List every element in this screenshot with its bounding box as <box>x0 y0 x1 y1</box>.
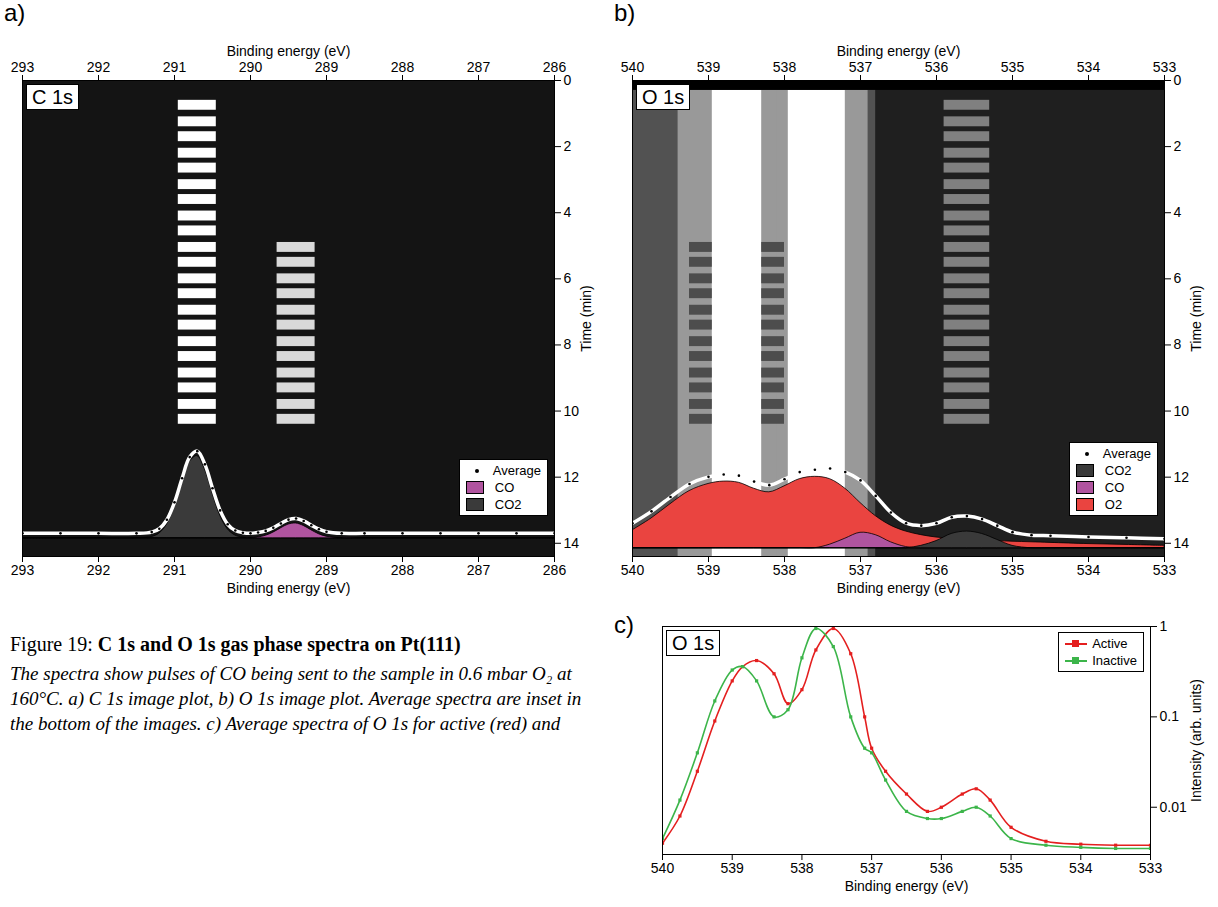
svg-text:536: 536 <box>925 562 949 578</box>
svg-text:Binding energy (eV): Binding energy (eV) <box>837 580 961 596</box>
html-text:CO: CO <box>1104 480 1125 495</box>
svg-text:533: 533 <box>1139 860 1163 876</box>
html-text:Average: Average <box>1102 446 1151 461</box>
svg-text:293: 293 <box>11 562 35 578</box>
svg-text:0: 0 <box>564 72 572 88</box>
html-text:CO: CO <box>494 480 515 495</box>
svg-text:535: 535 <box>1001 562 1025 578</box>
html-text:Active: Active <box>1092 636 1128 651</box>
svg-text:291: 291 <box>163 59 187 75</box>
html-text:CO2: CO2 <box>1104 463 1132 478</box>
svg-text:537: 537 <box>849 59 873 75</box>
svg-text:12: 12 <box>1174 469 1190 485</box>
svg-text:0: 0 <box>1174 72 1182 88</box>
svg-text:Time (min): Time (min) <box>578 285 594 351</box>
svg-text:Binding energy (eV): Binding energy (eV) <box>227 43 351 59</box>
svg-text:Time (min): Time (min) <box>1188 285 1204 351</box>
html-text:O 1s: O 1s <box>672 632 715 654</box>
html-text:The spectra show pulses of CO: The spectra show pulses of CO being sent… <box>10 663 582 734</box>
svg-text:287: 287 <box>467 562 491 578</box>
svg-text:0.01: 0.01 <box>1160 799 1187 815</box>
svg-text:6: 6 <box>564 270 572 286</box>
svg-text:1: 1 <box>1160 618 1168 634</box>
svg-text:538: 538 <box>773 562 797 578</box>
svg-text:539: 539 <box>697 562 721 578</box>
svg-text:537: 537 <box>849 562 873 578</box>
svg-text:538: 538 <box>773 59 797 75</box>
svg-text:292: 292 <box>87 59 111 75</box>
html-text:c): c) <box>614 611 634 638</box>
svg-text:Intensity (arb. units): Intensity (arb. units) <box>1188 679 1204 802</box>
svg-text:293: 293 <box>11 59 35 75</box>
svg-text:289: 289 <box>315 59 339 75</box>
svg-text:535: 535 <box>1001 59 1025 75</box>
svg-text:4: 4 <box>564 204 572 220</box>
svg-text:538: 538 <box>790 860 814 876</box>
svg-text:12: 12 <box>564 469 580 485</box>
svg-text:289: 289 <box>315 562 339 578</box>
svg-text:534: 534 <box>1077 59 1101 75</box>
svg-text:4: 4 <box>1174 204 1182 220</box>
svg-text:0.1: 0.1 <box>1160 708 1180 724</box>
svg-text:540: 540 <box>651 860 675 876</box>
svg-text:14: 14 <box>1174 535 1190 551</box>
svg-text:Binding energy (eV): Binding energy (eV) <box>845 878 969 894</box>
svg-text:533: 533 <box>1152 58 1177 75</box>
svg-text:8: 8 <box>564 336 572 352</box>
html-text:CO2: CO2 <box>494 497 522 512</box>
svg-text:10: 10 <box>1174 403 1190 419</box>
html-text:a): a) <box>4 0 26 26</box>
svg-text:8: 8 <box>1174 336 1182 352</box>
svg-text:539: 539 <box>697 59 721 75</box>
svg-text:2: 2 <box>564 138 572 154</box>
svg-text:288: 288 <box>391 59 415 75</box>
html-text:b): b) <box>614 0 636 26</box>
svg-text:539: 539 <box>721 860 745 876</box>
html-text:O2: O2 <box>1104 497 1123 512</box>
svg-text:533: 533 <box>1153 562 1177 578</box>
html-text:Inactive: Inactive <box>1092 653 1137 668</box>
html-text:Figure 19: C 1s and O 1s gas p: Figure 19: C 1s and O 1s gas phase spect… <box>10 633 461 655</box>
svg-text:291: 291 <box>163 562 187 578</box>
svg-text:534: 534 <box>1069 860 1093 876</box>
svg-text:Binding energy (eV): Binding energy (eV) <box>227 580 351 596</box>
svg-text:14: 14 <box>564 535 580 551</box>
svg-text:540: 540 <box>621 562 645 578</box>
svg-text:534: 534 <box>1077 562 1101 578</box>
svg-text:537: 537 <box>860 860 884 876</box>
svg-text:292: 292 <box>87 562 111 578</box>
svg-text:290: 290 <box>239 562 263 578</box>
svg-text:290: 290 <box>239 59 263 75</box>
svg-text:Binding energy (eV): Binding energy (eV) <box>837 43 961 59</box>
svg-text:6: 6 <box>1174 270 1182 286</box>
svg-text:287: 287 <box>467 59 491 75</box>
svg-text:2: 2 <box>1174 138 1182 154</box>
svg-text:536: 536 <box>930 860 954 876</box>
svg-text:288: 288 <box>391 562 415 578</box>
svg-text:286: 286 <box>543 562 567 578</box>
svg-text:536: 536 <box>925 59 949 75</box>
html-text:O 1s: O 1s <box>642 86 685 108</box>
html-text:C 1s: C 1s <box>32 86 74 108</box>
html-text:Average: Average <box>492 463 541 478</box>
svg-text:540: 540 <box>621 59 645 75</box>
svg-text:286: 286 <box>542 58 567 75</box>
svg-text:10: 10 <box>564 403 580 419</box>
svg-text:535: 535 <box>999 860 1023 876</box>
